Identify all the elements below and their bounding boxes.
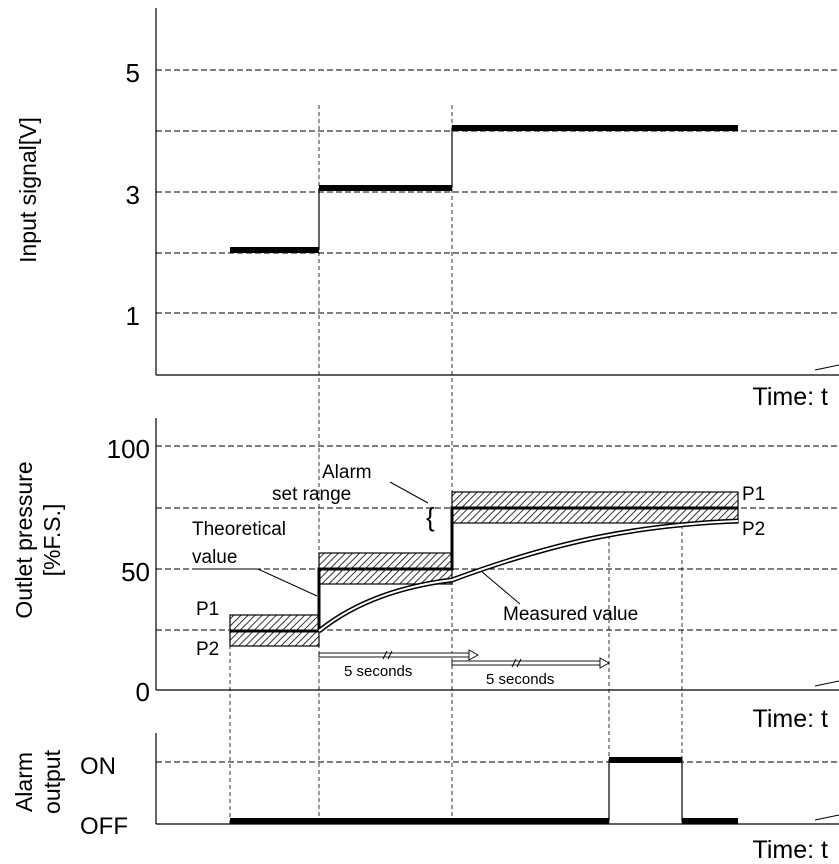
mid-axis-arrow (814, 680, 839, 687)
theoretical-value-line (230, 506, 738, 633)
measured-value-inner (318, 520, 739, 632)
measured-label: Measured value (503, 604, 638, 625)
timing-arrow-2 (451, 657, 610, 669)
bot-tick-off: OFF (80, 813, 128, 840)
mid-tick-0: 0 (136, 677, 150, 707)
mid-y-label-2: [%F.S.] (39, 504, 65, 577)
bot-y-label-1: Alarm (11, 752, 37, 812)
mid-x-label: Time: t (753, 705, 829, 733)
theoretical-label-2: value (192, 547, 237, 568)
alarm-output-chart: ON OFF Alarm output Time: t (11, 733, 839, 864)
p2-right-label: P2 (742, 519, 765, 540)
top-tick-5: 5 (126, 58, 140, 88)
mid-tick-100: 100 (107, 434, 150, 464)
five-seconds-label-1: 5 seconds (344, 663, 412, 680)
input-signal-chart: 5 3 1 Input signal[V] Time: t (15, 8, 839, 411)
alarm-label-1: Alarm (322, 462, 372, 483)
theoretical-label-1: Theoretical (192, 519, 286, 540)
alarm-leader-line (389, 481, 429, 504)
vertical-guides (229, 105, 683, 824)
alarm-brace: { (426, 502, 435, 532)
outlet-pressure-chart: 100 50 0 Outlet pressure [%F.S.] Time: t… (11, 418, 839, 733)
bot-tick-on: ON (80, 753, 116, 780)
bot-y-label-2: output (39, 749, 65, 814)
p2-left-label: P2 (196, 639, 219, 660)
bot-x-label: Time: t (753, 836, 829, 864)
five-seconds-label-2: 5 seconds (486, 671, 554, 688)
alarm-label-2: set range (272, 484, 351, 505)
theoretical-leader-line (192, 568, 318, 597)
top-tick-1: 1 (126, 301, 140, 331)
mid-y-label-1: Outlet pressure (11, 461, 37, 618)
top-axis-arrow (814, 364, 839, 371)
top-y-label: Input signal[V] (15, 117, 41, 263)
p1-left-label: P1 (196, 599, 219, 620)
measured-leader-line (480, 570, 521, 605)
mid-tick-50: 50 (121, 557, 150, 587)
top-x-label: Time: t (753, 383, 829, 411)
p1-right-label: P1 (742, 484, 765, 505)
top-tick-3: 3 (126, 180, 140, 210)
bot-axis-arrow (814, 814, 839, 821)
timing-arrow-1 (318, 649, 479, 661)
